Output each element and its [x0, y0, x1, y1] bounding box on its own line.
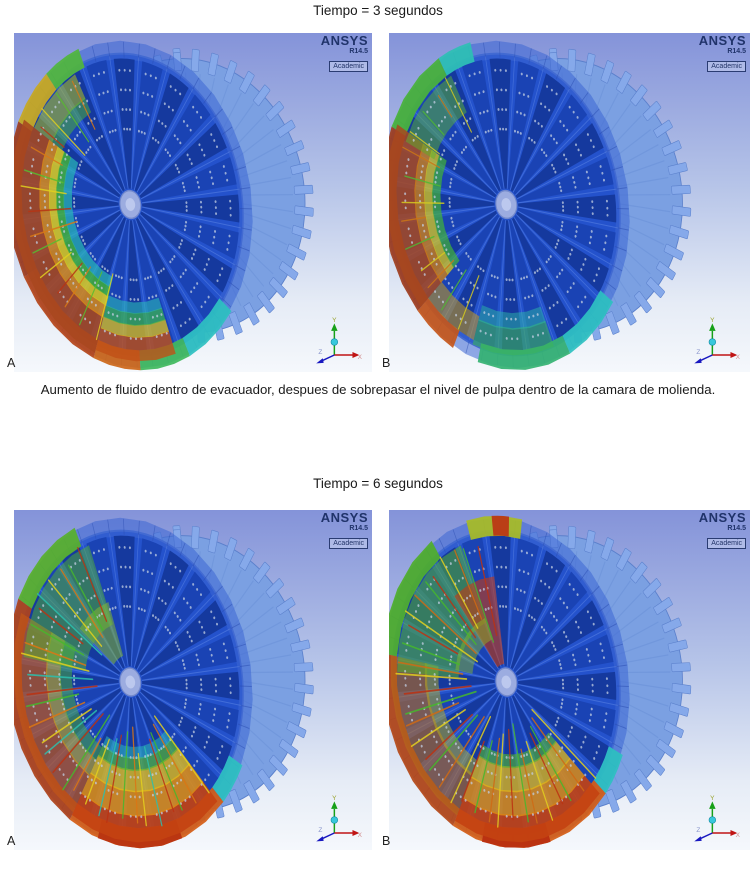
- simulation-render: [14, 510, 372, 850]
- ansys-brand: ANSYS: [698, 33, 746, 48]
- ansys-version: R14.5: [727, 525, 746, 532]
- simulation-render: [14, 33, 372, 372]
- ansys-logo: ANSYS R14.5 Academic: [699, 511, 746, 549]
- origin-sphere: [708, 338, 717, 346]
- ansys-academic-badge: Academic: [707, 61, 746, 72]
- origin-sphere: [708, 816, 717, 824]
- x-axis-arrowhead: [352, 352, 360, 358]
- axis-triad: Y X Z: [694, 317, 741, 364]
- axis-label-z: Z: [318, 827, 322, 834]
- z-axis-arrowhead: [694, 358, 702, 364]
- z-axis-arrow: [699, 832, 713, 840]
- axis-label-x: X: [736, 354, 741, 361]
- panel-label: A: [7, 834, 16, 848]
- origin-sphere: [330, 816, 339, 824]
- y-axis-arrowhead: [331, 801, 338, 809]
- z-axis-arrow: [321, 354, 335, 362]
- z-axis-arrowhead: [694, 836, 702, 842]
- ansys-version: R14.5: [349, 48, 368, 55]
- axis-label-z: Z: [696, 827, 700, 834]
- panel-label: A: [7, 356, 16, 370]
- axis-label-y: Y: [710, 795, 715, 802]
- figure-1-caption: Aumento de fluido dentro de evacuador, d…: [40, 382, 716, 397]
- ansys-logo: ANSYS R14.5 Academic: [321, 511, 368, 549]
- axis-triad: Y X Z: [316, 317, 363, 364]
- simulation-render: [389, 33, 750, 372]
- sim-panel-3s-a: ANSYS R14.5 Academic Y X Z A: [7, 33, 372, 372]
- ansys-academic-badge: Academic: [707, 538, 746, 549]
- ansys-logo: ANSYS R14.5 Academic: [699, 34, 746, 72]
- ansys-brand: ANSYS: [320, 33, 368, 48]
- z-axis-arrow: [321, 832, 335, 840]
- ansys-version: R14.5: [727, 48, 746, 55]
- axis-label-y: Y: [710, 317, 715, 324]
- x-axis-arrowhead: [352, 830, 360, 836]
- ansys-academic-badge: Academic: [329, 538, 368, 549]
- y-axis-arrowhead: [709, 801, 716, 809]
- axis-triad: Y X Z: [316, 795, 363, 842]
- sim-panel-3s-b: ANSYS R14.5 Academic Y X Z B: [382, 33, 750, 372]
- x-axis-arrowhead: [730, 830, 738, 836]
- axis-label-x: X: [358, 832, 363, 839]
- ansys-logo: ANSYS R14.5 Academic: [321, 34, 368, 72]
- y-axis-arrowhead: [331, 323, 338, 331]
- panel-label: B: [382, 834, 391, 848]
- figure-2-title: Tiempo = 6 segundos: [313, 476, 443, 491]
- ansys-academic-badge: Academic: [329, 61, 368, 72]
- axis-label-z: Z: [696, 349, 700, 356]
- ansys-version: R14.5: [349, 525, 368, 532]
- panel-label: B: [382, 356, 391, 370]
- axis-label-x: X: [736, 832, 741, 839]
- y-axis-arrowhead: [709, 323, 716, 331]
- z-axis-arrowhead: [316, 836, 324, 842]
- simulation-render: [389, 510, 750, 850]
- sim-panel-6s-b: ANSYS R14.5 Academic Y X Z B: [382, 510, 750, 850]
- sim-panel-6s-a: ANSYS R14.5 Academic Y X Z A: [7, 510, 372, 850]
- axis-label-y: Y: [332, 317, 337, 324]
- axis-label-y: Y: [332, 795, 337, 802]
- ansys-brand: ANSYS: [320, 510, 368, 525]
- z-axis-arrow: [699, 354, 713, 362]
- ansys-brand: ANSYS: [698, 510, 746, 525]
- origin-sphere: [330, 338, 339, 346]
- x-axis-arrowhead: [730, 352, 738, 358]
- axis-triad: Y X Z: [694, 795, 741, 842]
- axis-label-x: X: [358, 354, 363, 361]
- figure-1-title: Tiempo = 3 segundos: [313, 3, 443, 18]
- z-axis-arrowhead: [316, 358, 324, 364]
- axis-label-z: Z: [318, 349, 322, 356]
